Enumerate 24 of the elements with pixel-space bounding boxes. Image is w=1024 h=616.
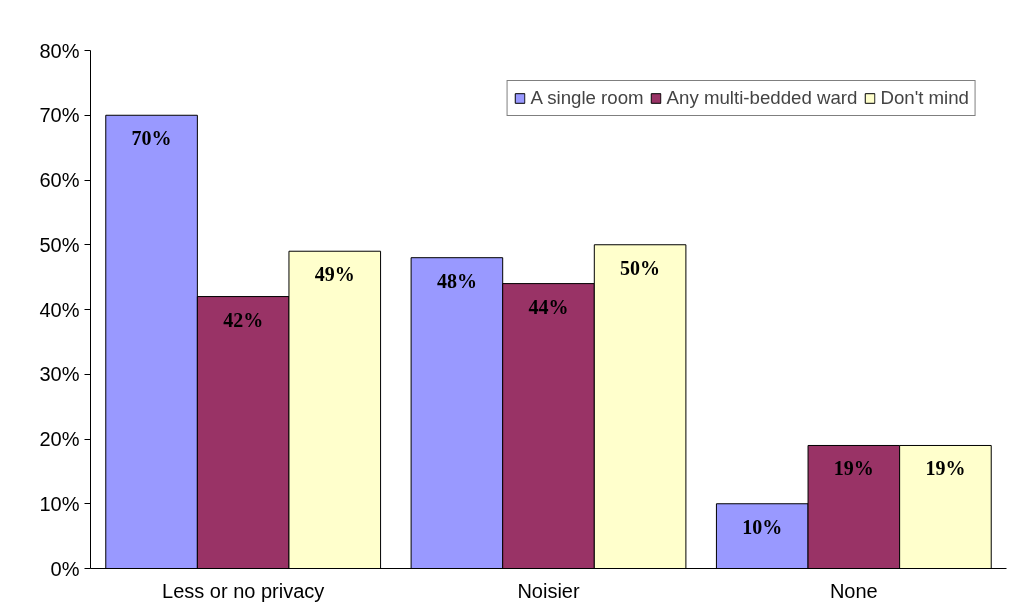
legend-label: Don't mind bbox=[880, 87, 969, 109]
data-label: 19% bbox=[833, 457, 874, 480]
x-tick-label: Noisier bbox=[517, 579, 580, 602]
data-label: 19% bbox=[925, 457, 966, 480]
data-label: 50% bbox=[620, 256, 661, 279]
y-tick-label: 80% bbox=[39, 39, 80, 62]
data-label: 44% bbox=[528, 295, 569, 318]
y-tick-label: 30% bbox=[39, 363, 80, 386]
data-label: 42% bbox=[223, 308, 264, 331]
data-label: 49% bbox=[314, 263, 355, 286]
y-tick-label: 40% bbox=[39, 298, 80, 321]
y-tick-label: 0% bbox=[50, 557, 80, 580]
data-label: 70% bbox=[131, 127, 172, 150]
legend-label: A single room bbox=[530, 87, 644, 109]
y-tick-label: 50% bbox=[39, 233, 80, 256]
y-tick-label: 60% bbox=[39, 169, 80, 191]
y-tick-label: 10% bbox=[39, 492, 80, 515]
data-label: 48% bbox=[436, 269, 477, 292]
y-tick-label: 70% bbox=[39, 104, 80, 127]
legend-label: Any multi-bedded ward bbox=[666, 87, 858, 109]
x-tick-label: None bbox=[829, 579, 878, 602]
y-tick-label: 20% bbox=[39, 428, 80, 450]
x-tick-label: Less or no privacy bbox=[162, 579, 325, 602]
data-label: 10% bbox=[742, 515, 783, 538]
